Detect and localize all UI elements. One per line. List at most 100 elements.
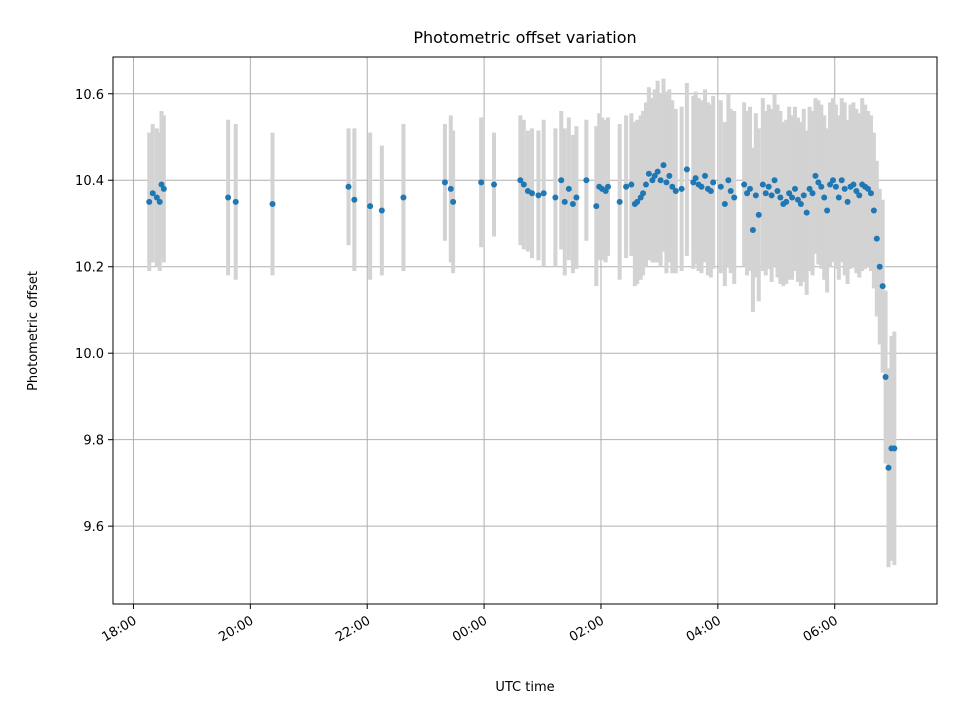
data-point [623, 183, 630, 190]
data-point [672, 188, 679, 195]
data-point [701, 172, 708, 179]
x-tick-label: 20:00 [216, 613, 256, 645]
data-point [160, 185, 167, 192]
y-axis-ticks: 9.6 9.8 10.0 10.2 10.4 10.6 [75, 88, 113, 535]
data-point [853, 188, 860, 195]
data-point [867, 190, 874, 197]
data-point [762, 190, 769, 197]
data-point [741, 181, 748, 188]
data-point [755, 211, 762, 218]
data-point [651, 172, 658, 179]
data-point [765, 183, 772, 190]
data-point [149, 190, 156, 197]
data-point [569, 201, 576, 208]
data-point [873, 235, 880, 242]
data-point [821, 194, 828, 201]
data-point [727, 188, 734, 195]
plot-frame [112, 56, 938, 605]
data-point [450, 198, 457, 205]
data-point [786, 190, 793, 197]
data-point [657, 177, 664, 184]
data-point [865, 185, 872, 192]
chart-title: Photometric offset variation [413, 28, 636, 47]
data-point [692, 175, 699, 182]
data-point [666, 172, 673, 179]
data-point [269, 201, 276, 208]
data-point [367, 203, 374, 210]
data-point [678, 185, 685, 192]
data-point [777, 194, 784, 201]
data-point [818, 183, 825, 190]
data-point [824, 207, 831, 214]
data-point [850, 181, 857, 188]
data-point [721, 201, 728, 208]
y-tick-label: 10.2 [75, 261, 104, 276]
data-point [558, 177, 565, 184]
data-point [561, 198, 568, 205]
data-point [749, 226, 756, 233]
error-bars [147, 78, 897, 568]
data-point [710, 179, 717, 186]
data-point [669, 183, 676, 190]
data-point [774, 188, 781, 195]
data-point [535, 192, 542, 199]
data-point [654, 168, 661, 175]
data-point [768, 192, 775, 199]
data-point [815, 179, 822, 186]
data-point [870, 207, 877, 214]
data-point [731, 194, 738, 201]
grid [113, 57, 937, 604]
data-point [642, 181, 649, 188]
data-point [663, 179, 670, 186]
data-point [725, 177, 732, 184]
data-point [628, 181, 635, 188]
data-point [660, 162, 667, 169]
data-point [645, 170, 652, 177]
data-point [794, 196, 801, 203]
data-point [447, 185, 454, 192]
data-points [146, 162, 898, 471]
y-tick-label: 10.4 [75, 174, 104, 189]
data-point [832, 183, 839, 190]
data-point [806, 185, 813, 192]
data-point [565, 185, 572, 192]
data-point [153, 194, 160, 201]
data-point [827, 181, 834, 188]
data-point [540, 190, 547, 197]
data-point [616, 198, 623, 205]
data-point [517, 177, 524, 184]
data-point [156, 198, 163, 205]
data-point [885, 464, 892, 471]
data-point [789, 194, 796, 201]
data-point [717, 183, 724, 190]
data-point [797, 201, 804, 208]
data-point [640, 190, 647, 197]
x-tick-label: 22:00 [333, 613, 373, 645]
data-point [225, 194, 232, 201]
data-point [809, 190, 816, 197]
x-tick-label: 06:00 [801, 613, 841, 645]
data-point [491, 181, 498, 188]
data-point [791, 185, 798, 192]
x-axis-ticks: 18:00 20:00 22:00 00:00 02:00 04:00 06:00 [100, 604, 841, 645]
y-axis-label: Photometric offset [26, 271, 41, 391]
data-point [876, 263, 883, 270]
data-point [744, 190, 751, 197]
data-point [351, 196, 358, 203]
data-point [800, 192, 807, 199]
x-tick-label: 04:00 [684, 613, 724, 645]
x-axis-label: UTC time [495, 680, 554, 695]
data-point [529, 190, 536, 197]
data-point [604, 183, 611, 190]
y-tick-label: 9.8 [83, 434, 104, 449]
data-point [783, 198, 790, 205]
data-point [759, 181, 766, 188]
y-tick-label: 9.6 [83, 520, 104, 535]
data-point [856, 192, 863, 199]
data-point [841, 185, 848, 192]
data-point [520, 181, 527, 188]
data-point [593, 203, 600, 210]
x-tick-label: 00:00 [450, 613, 490, 645]
data-point [746, 185, 753, 192]
data-point [891, 445, 898, 452]
